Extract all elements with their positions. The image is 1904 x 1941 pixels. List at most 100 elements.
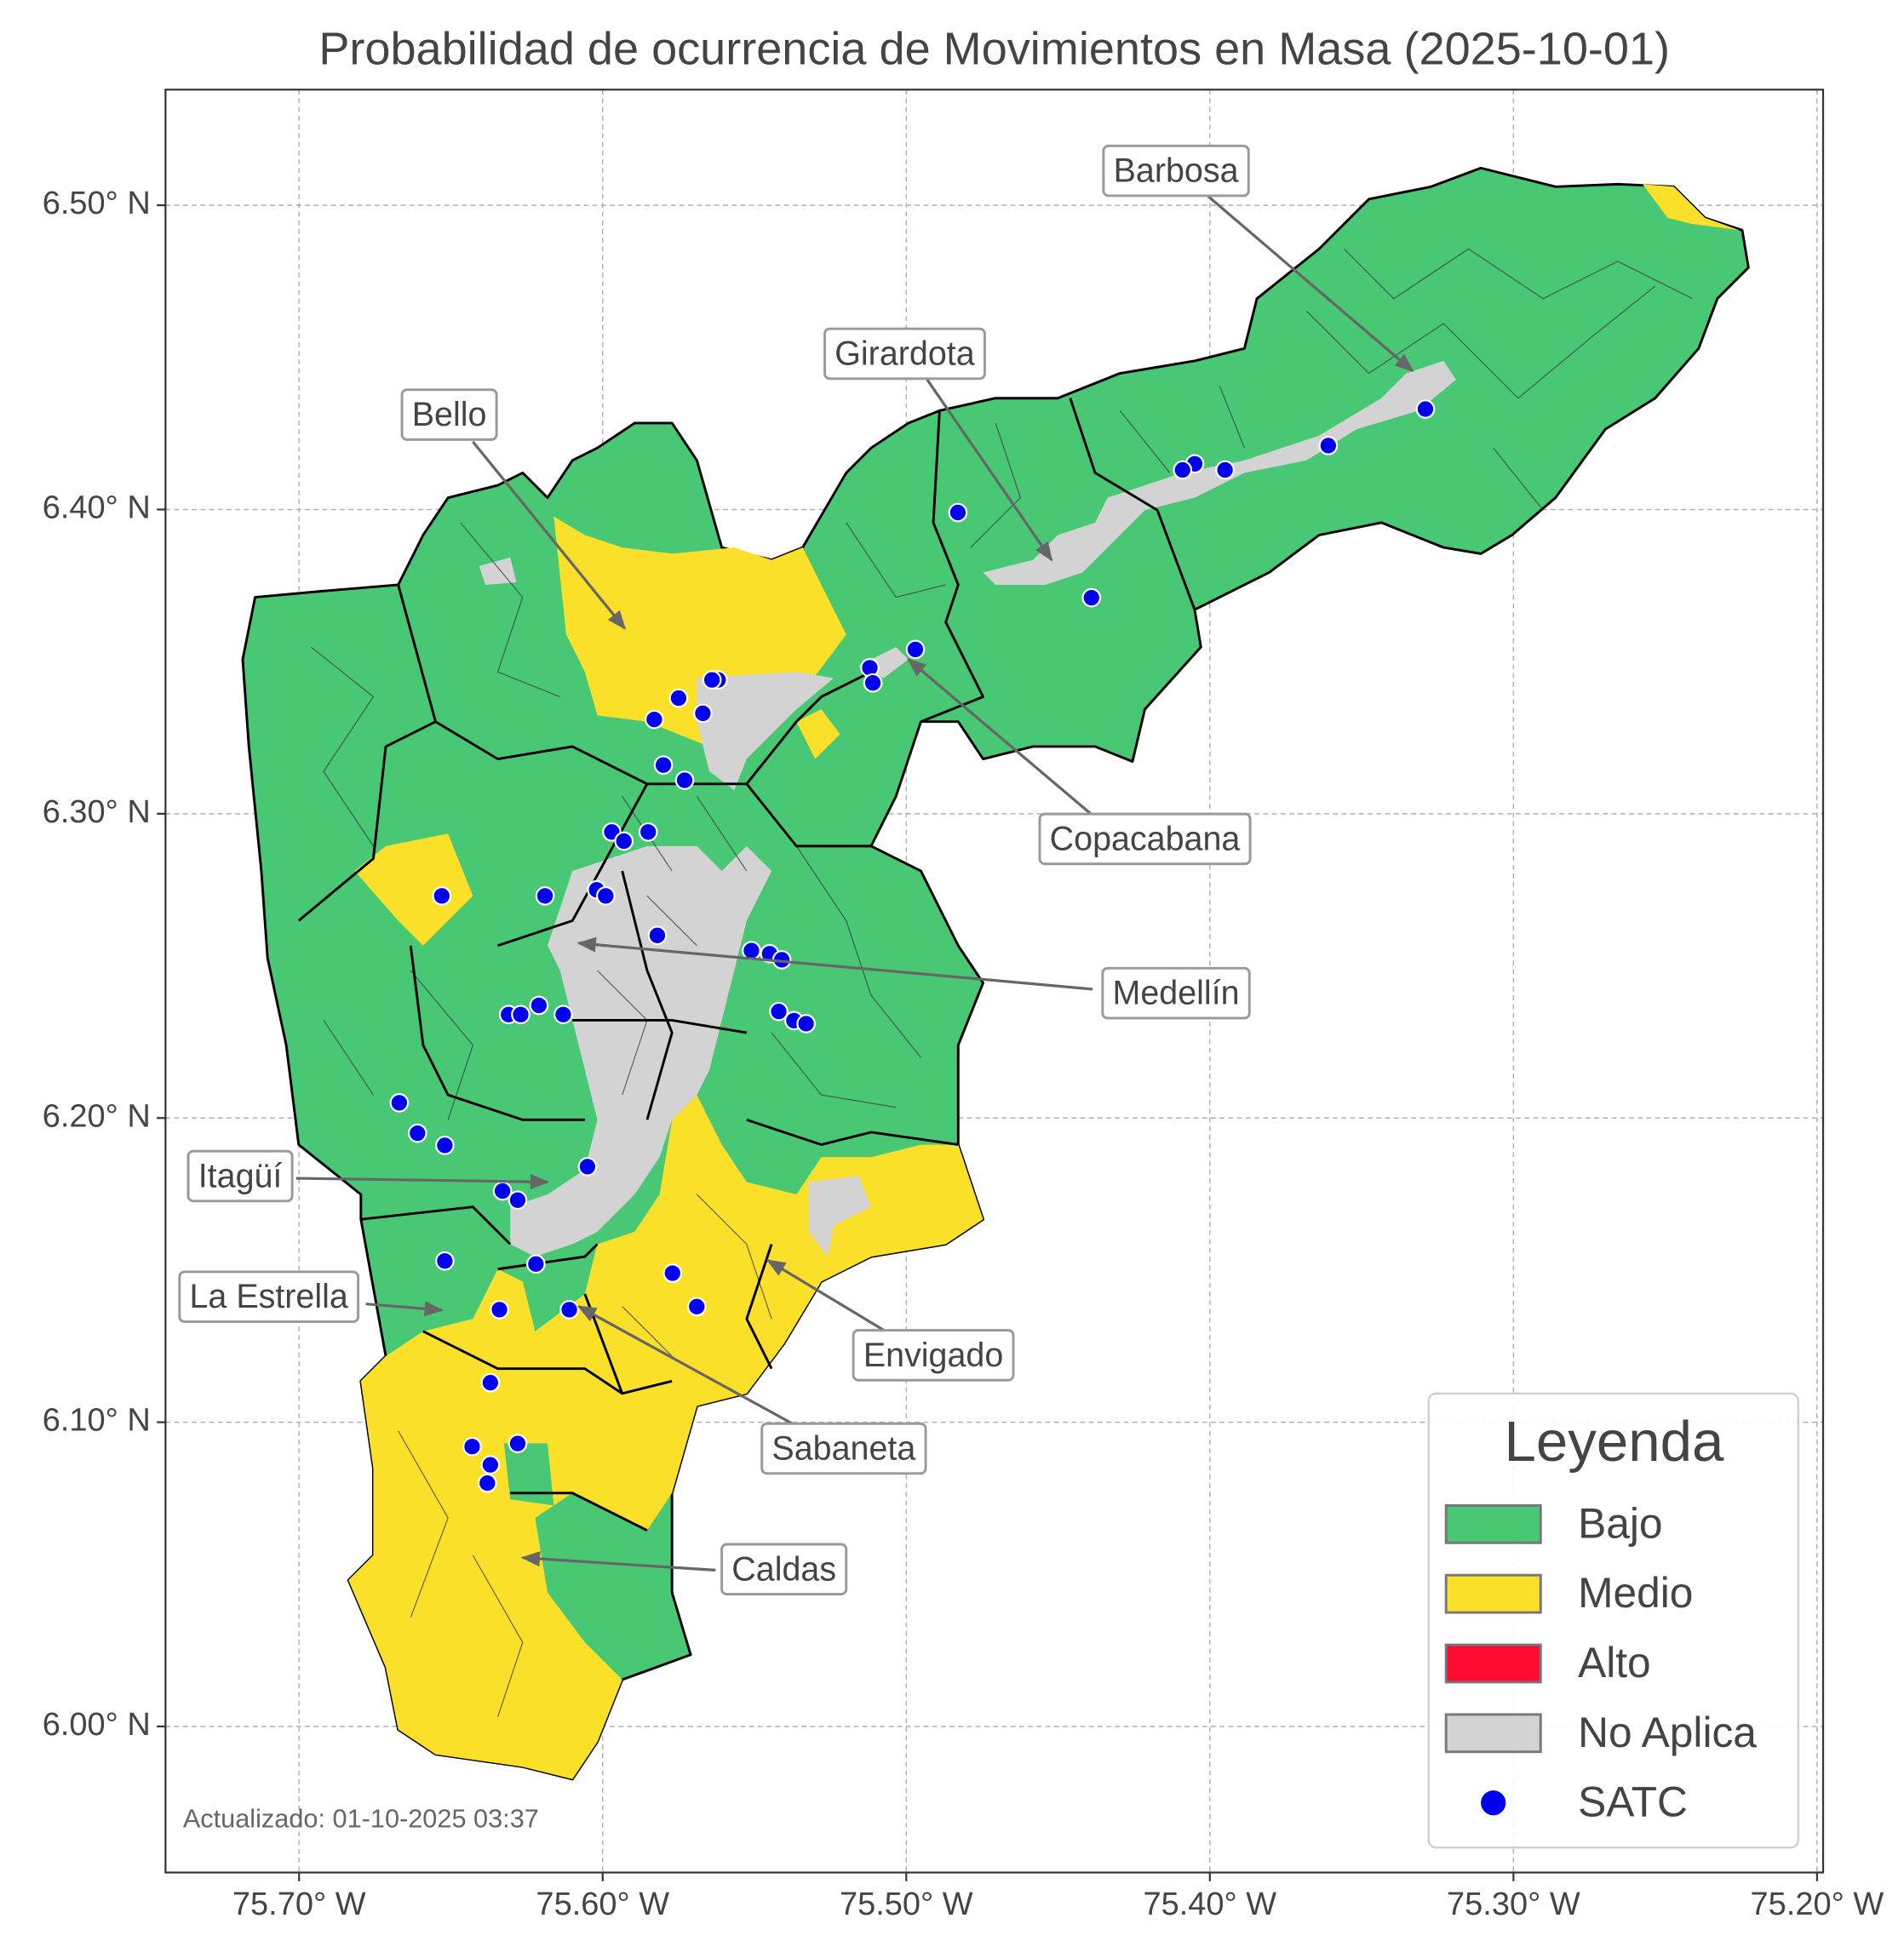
satc-point (693, 703, 713, 724)
annotation-box (400, 388, 498, 441)
satc-point (477, 1473, 497, 1493)
satc-point (686, 1297, 707, 1317)
satc-point (577, 1157, 598, 1177)
region-medio (354, 833, 473, 946)
x-tick-label: 75.20° W (1751, 1887, 1884, 1922)
satc-point (863, 673, 883, 693)
annotation-label: Barbosa (1114, 152, 1239, 190)
satc-point (668, 688, 689, 708)
satc-point (490, 1300, 509, 1320)
y-tick-label: 6.30° N (43, 794, 151, 830)
annotation-label: Sabaneta (771, 1430, 915, 1468)
satc-point (462, 1436, 482, 1457)
region-no-aplica (510, 845, 772, 1257)
annotation-box (823, 327, 986, 381)
annotation-label: Copacabana (1050, 820, 1241, 857)
legend: Leyenda Bajo Medio Alto No Aplica SATC (1427, 1392, 1799, 1849)
region-medio (348, 1095, 984, 1779)
internal-boundaries (310, 248, 1693, 1718)
annotation-arrow (295, 1174, 550, 1190)
region-no-aplica (697, 672, 834, 791)
legend-label: No Aplica (1578, 1709, 1757, 1756)
satc-point (674, 770, 695, 790)
x-tick-label: 75.50° W (840, 1887, 973, 1922)
annotation-box (1101, 966, 1251, 1020)
satc-point (407, 1123, 427, 1143)
y-tick-label: 6.10° N (43, 1403, 151, 1439)
updated-note: Actualizado: 01-10-2025 03:37 (183, 1803, 539, 1833)
legend-swatch (1444, 1713, 1542, 1754)
chart-title: Probabilidad de ocurrencia de Movimiento… (318, 24, 1670, 75)
y-tick-label: 6.20° N (43, 1098, 151, 1134)
annotation-arrow (365, 1301, 444, 1317)
satc-point (1215, 460, 1235, 480)
region-no-aplica (808, 1176, 872, 1257)
satc-point (535, 886, 555, 906)
annotation-box (720, 1543, 848, 1596)
annotations: Barbosa Girardota Bello Copacabana Medellín I… (178, 144, 1414, 1596)
satc-point (435, 1251, 455, 1271)
legend-swatch (1444, 1643, 1542, 1684)
annotation-box (1038, 812, 1252, 866)
x-tick-label: 75.60° W (536, 1887, 669, 1922)
y-tick-label: 6.00° N (43, 1707, 151, 1743)
x-tick-label: 75.70° W (232, 1887, 366, 1922)
satc-points (389, 399, 1436, 1493)
annotation-arrow (926, 378, 1053, 562)
satc-point (905, 639, 926, 660)
annotation-arrow (520, 1551, 716, 1572)
region-medio (796, 709, 840, 759)
satc-point (389, 1093, 410, 1113)
legend-label: Medio (1578, 1569, 1693, 1617)
satc-point (435, 1136, 455, 1155)
satc-point (1415, 399, 1436, 419)
satc-point (480, 1455, 501, 1474)
satc-point (662, 1263, 683, 1283)
y-tick-label: 6.50° N (43, 186, 151, 221)
satc-point (432, 886, 452, 906)
satc-point (529, 995, 549, 1016)
satc-point (508, 1434, 528, 1453)
annotation-label: Bello (412, 396, 487, 433)
annotation-arrow (766, 1259, 891, 1336)
satc-point (1081, 587, 1102, 608)
y-tick-label: 6.40° N (43, 490, 151, 526)
annotation-arrow (907, 658, 1097, 819)
satc-point (702, 670, 722, 690)
satc-point (796, 1014, 816, 1033)
x-tick-label: 75.30° W (1447, 1887, 1580, 1922)
satc-point (559, 1300, 579, 1320)
x-tick-label: 75.40° W (1143, 1887, 1276, 1922)
annotation-arrow (1206, 194, 1414, 373)
satc-point (1318, 436, 1339, 455)
annotation-label: Girardota (834, 335, 974, 372)
satc-point (1173, 460, 1193, 480)
satc-point (508, 1190, 528, 1211)
annotation-box (1102, 144, 1250, 198)
annotation-arrow (576, 936, 1093, 991)
satc-point (645, 709, 664, 730)
satc-point (769, 1001, 789, 1022)
annotation-box (852, 1329, 1015, 1382)
axes-frame (164, 89, 1825, 1874)
region-medio (1643, 184, 1741, 231)
legend-swatch (1444, 1573, 1542, 1614)
legend-marker (1481, 1790, 1506, 1816)
map (241, 166, 1750, 1781)
annotation-arrow (576, 1305, 798, 1428)
satc-point (553, 1005, 573, 1025)
satc-point (647, 925, 668, 946)
annotation-label: Medellín (1113, 975, 1240, 1012)
annotation-label: Envigado (863, 1337, 1003, 1374)
legend-swatch (1444, 1503, 1542, 1544)
satc-point (948, 502, 968, 523)
legend-label: Alto (1578, 1639, 1651, 1686)
annotation-box (760, 1422, 927, 1475)
annotation-box (178, 1270, 360, 1324)
satc-point (596, 886, 616, 906)
annotation-label: Itagüí (198, 1157, 283, 1194)
satc-point (614, 831, 634, 851)
satc-point (638, 822, 658, 842)
